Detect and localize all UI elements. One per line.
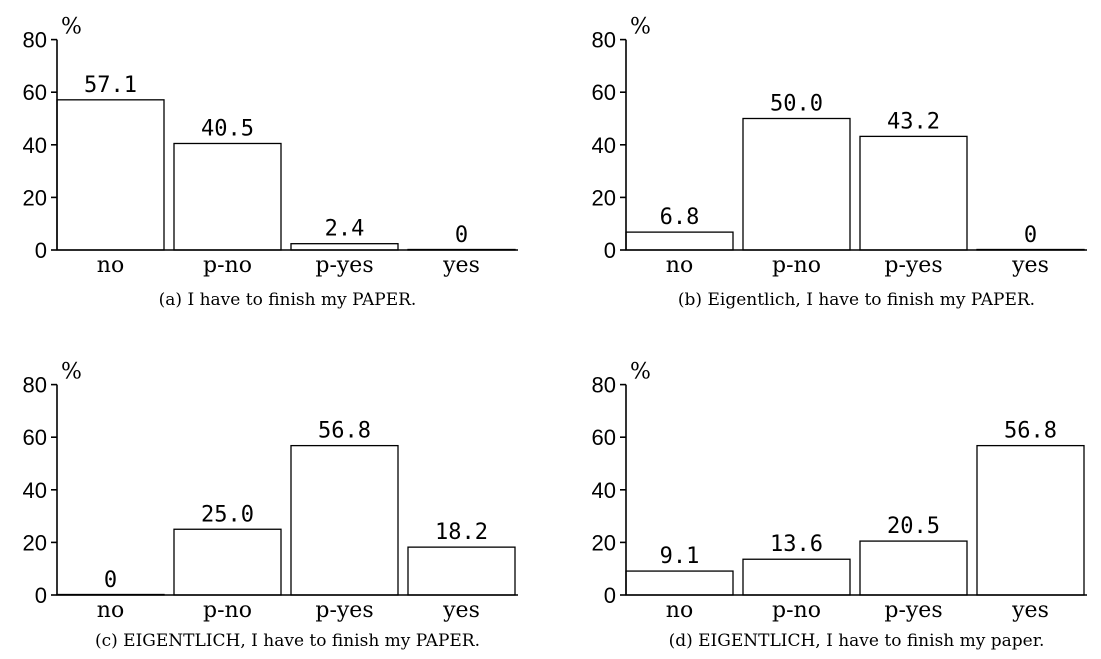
y-tick-label: 0 <box>604 238 616 263</box>
chart-c: % 0 20 40 60 80 0 no 25.0 p-no 56.8 p-yes 18.2 yes (c)… <box>23 360 518 651</box>
data-label: 13.6 <box>770 532 823 557</box>
x-tick-label: yes <box>442 253 480 278</box>
bar-p-no <box>742 558 851 596</box>
bar-yes <box>976 444 1085 596</box>
y-tick-label: 0 <box>35 238 47 263</box>
y-tick-label: 0 <box>604 583 616 608</box>
chart-caption: (c) EIGENTLICH, I have to finish my PAPE… <box>95 631 480 651</box>
bar-no <box>56 99 165 251</box>
x-tick-label: no <box>666 253 693 278</box>
y-tick-label: 60 <box>23 80 47 105</box>
data-label: 56.8 <box>318 419 371 444</box>
data-label: 0 <box>104 568 117 593</box>
y-tick-label: 60 <box>23 425 47 450</box>
bar-yes <box>407 546 516 596</box>
x-tick-label: p-yes <box>315 253 373 278</box>
y-tick-label: 80 <box>23 373 47 398</box>
chart-caption: (b) Eigentlich, I have to finish my PAPE… <box>678 290 1035 310</box>
x-tick-label: p-yes <box>315 598 373 623</box>
x-tick-label: p-no <box>203 253 252 278</box>
data-label: 43.2 <box>887 109 940 134</box>
x-tick-label: yes <box>1011 253 1049 278</box>
chart-b: % 0 20 40 60 80 6.8 no 50.0 p-no 43.2 p-yes 0 yes (b) … <box>592 15 1087 310</box>
bar-p-no <box>173 142 282 251</box>
chart-a: % 0 20 40 60 80 57.1 no 40.5 p-no 2.4 p-yes 0 yes (a) … <box>23 15 518 310</box>
y-tick-label: 0 <box>35 583 47 608</box>
y-axis-label: % <box>630 15 651 40</box>
bar-p-yes <box>290 243 399 251</box>
data-label: 40.5 <box>201 116 254 141</box>
y-tick-label: 20 <box>592 530 616 555</box>
x-tick-label: p-yes <box>884 598 942 623</box>
y-axis-label: % <box>630 360 651 385</box>
data-label: 56.8 <box>1004 419 1057 444</box>
y-tick-label: 20 <box>23 185 47 210</box>
y-tick-label: 20 <box>23 530 47 555</box>
y-axis-label: % <box>61 15 82 40</box>
data-label: 0 <box>455 223 468 248</box>
y-tick-label: 80 <box>592 373 616 398</box>
x-tick-label: p-no <box>203 598 252 623</box>
y-axis-label: % <box>61 360 82 385</box>
bar-no <box>625 570 734 596</box>
chart-d: % 0 20 40 60 80 9.1 no 13.6 p-no 20.5 p-yes 56.8 yes (… <box>592 360 1087 651</box>
data-label: 9.1 <box>660 544 700 569</box>
data-label: 20.5 <box>887 514 940 539</box>
x-tick-label: no <box>97 598 124 623</box>
x-tick-label: p-yes <box>884 253 942 278</box>
x-tick-label: no <box>97 253 124 278</box>
y-tick-label: 40 <box>23 133 47 158</box>
data-label: 57.1 <box>84 73 137 98</box>
bar-p-yes <box>859 135 968 251</box>
bar-no <box>625 231 734 251</box>
data-label: 25.0 <box>201 502 254 527</box>
y-tick-label: 60 <box>592 425 616 450</box>
bar-p-yes <box>290 444 399 596</box>
x-tick-label: p-no <box>772 253 821 278</box>
y-tick-label: 40 <box>23 478 47 503</box>
x-tick-label: p-no <box>772 598 821 623</box>
y-tick-label: 40 <box>592 133 616 158</box>
y-tick-label: 60 <box>592 80 616 105</box>
y-tick-label: 80 <box>23 28 47 53</box>
data-label: 50.0 <box>770 92 823 117</box>
data-label: 2.4 <box>325 217 365 242</box>
x-tick-label: yes <box>1011 598 1049 623</box>
bar-p-no <box>173 528 282 596</box>
chart-caption: (a) I have to finish my PAPER. <box>159 290 417 310</box>
data-label: 6.8 <box>660 205 700 230</box>
bar-p-no <box>742 117 851 251</box>
y-tick-label: 20 <box>592 185 616 210</box>
x-tick-label: yes <box>442 598 480 623</box>
x-tick-label: no <box>666 598 693 623</box>
y-tick-label: 80 <box>592 28 616 53</box>
chart-caption: (d) EIGENTLICH, I have to finish my pape… <box>669 631 1045 651</box>
data-label: 18.2 <box>435 520 488 545</box>
bar-p-yes <box>859 540 968 596</box>
y-tick-label: 40 <box>592 478 616 503</box>
data-label: 0 <box>1024 223 1037 248</box>
